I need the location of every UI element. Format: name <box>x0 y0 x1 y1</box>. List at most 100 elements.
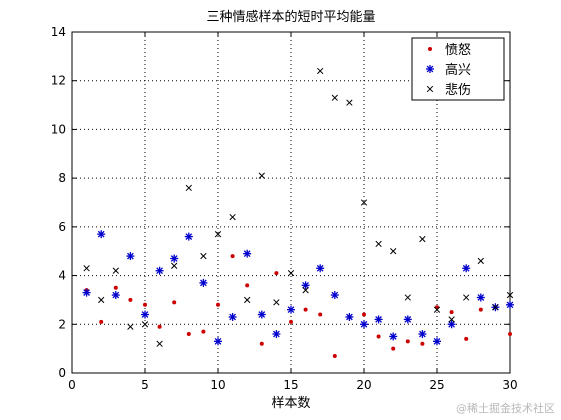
series-2 <box>82 230 514 346</box>
data-point <box>433 306 441 313</box>
x-tick-label: 10 <box>210 378 225 392</box>
data-point <box>418 330 427 339</box>
data-point <box>287 269 295 277</box>
legend-label: 愤怒 <box>445 43 471 58</box>
data-point <box>405 339 410 344</box>
data-point <box>99 319 104 324</box>
data-point <box>447 320 456 329</box>
data-point <box>98 296 105 304</box>
data-point <box>346 99 353 106</box>
data-point <box>360 199 368 206</box>
data-point <box>433 337 441 346</box>
data-point <box>259 341 264 346</box>
data-point <box>374 315 383 324</box>
data-point <box>362 312 366 317</box>
data-point <box>273 299 280 306</box>
x-tick-label: 30 <box>502 378 517 392</box>
data-point <box>478 307 483 312</box>
data-point <box>360 320 368 329</box>
data-marks <box>82 67 514 358</box>
series-3 <box>83 67 514 347</box>
data-point <box>449 310 454 315</box>
legend-marker <box>426 65 434 73</box>
data-point <box>111 291 120 300</box>
data-point <box>230 254 235 259</box>
data-point <box>245 283 250 288</box>
y-tick-label: 6 <box>58 220 66 234</box>
data-point <box>403 315 412 324</box>
data-point <box>128 297 133 302</box>
x-tick-label: 0 <box>68 378 76 392</box>
data-point <box>506 300 514 309</box>
data-point <box>390 248 397 255</box>
data-point <box>157 324 162 329</box>
data-point <box>186 332 191 337</box>
data-point <box>229 213 236 221</box>
legend-label: 悲伤 <box>445 82 471 98</box>
legend-entry: 愤怒 <box>428 43 471 58</box>
data-point <box>155 266 164 275</box>
data-point <box>141 310 149 319</box>
data-point <box>301 281 310 290</box>
data-point <box>420 341 425 346</box>
data-point <box>243 249 252 258</box>
data-point <box>330 291 339 300</box>
data-point <box>200 252 207 260</box>
data-point <box>97 230 106 239</box>
data-point <box>228 312 237 321</box>
data-point <box>113 285 118 290</box>
data-point <box>404 294 411 301</box>
y-tick-label: 2 <box>58 317 66 331</box>
data-point <box>289 319 293 324</box>
axis-ticks: 0 5 10 15 20 25 30 0 2 4 6 8 10 12 14 <box>51 25 518 392</box>
data-point <box>274 271 279 276</box>
y-tick-label: 14 <box>51 25 66 39</box>
x-tick-label: 5 <box>141 378 149 392</box>
data-point <box>185 184 192 192</box>
data-point <box>257 310 266 319</box>
y-tick-label: 0 <box>58 366 66 380</box>
legend-entry: 悲伤 <box>426 82 471 98</box>
legend-marker <box>426 85 434 93</box>
data-point <box>171 262 178 269</box>
x-tick-label: 25 <box>429 378 444 392</box>
y-tick-label: 10 <box>51 122 66 136</box>
data-point <box>82 288 91 297</box>
data-point <box>506 291 514 299</box>
x-tick-label: 15 <box>283 378 298 392</box>
data-point <box>419 235 426 243</box>
data-point <box>302 287 309 294</box>
data-point <box>126 252 135 261</box>
data-point <box>331 94 338 101</box>
data-point <box>83 265 90 272</box>
data-point <box>287 305 295 314</box>
data-point <box>214 337 222 346</box>
y-tick-label: 12 <box>51 74 66 88</box>
legend-label: 高兴 <box>445 62 471 78</box>
data-point <box>389 332 398 341</box>
data-point <box>462 264 471 273</box>
data-point <box>375 240 382 248</box>
data-point <box>201 329 206 334</box>
data-point <box>376 334 381 339</box>
data-point <box>143 302 147 307</box>
data-point <box>464 336 469 341</box>
data-point <box>112 267 119 274</box>
data-point <box>141 321 149 328</box>
y-tick-label: 8 <box>58 171 66 185</box>
data-point <box>463 294 470 301</box>
data-point <box>317 67 324 75</box>
data-point <box>258 172 265 179</box>
x-tick-label: 20 <box>356 378 371 392</box>
data-point <box>272 330 281 339</box>
data-point <box>391 346 396 351</box>
series-1 <box>84 254 512 358</box>
data-point <box>170 254 179 263</box>
data-point <box>156 340 163 347</box>
chart-title: 三种情感样本的短时平均能量 <box>206 9 375 25</box>
data-point <box>244 296 251 304</box>
data-point <box>448 316 455 323</box>
data-point <box>214 231 222 238</box>
data-point <box>508 332 512 337</box>
